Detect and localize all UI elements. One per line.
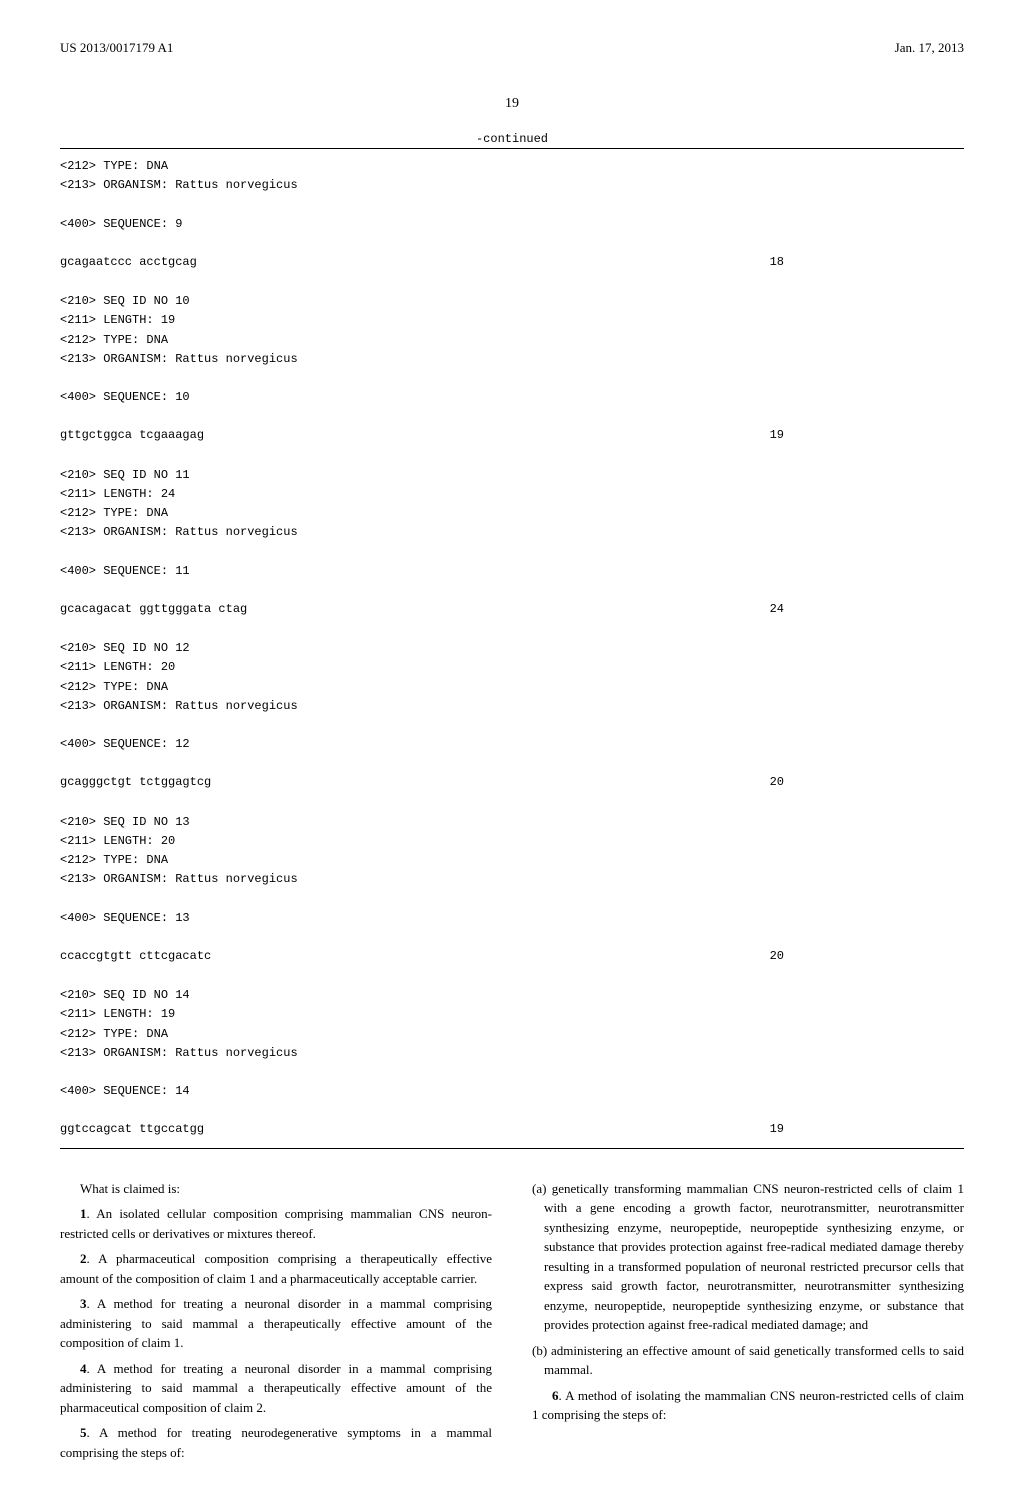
sequence-length: 20 — [770, 773, 784, 792]
sequence-group: <210> SEQ ID NO 10<211> LENGTH: 19<212> … — [60, 292, 964, 446]
page-header: US 2013/0017179 A1 Jan. 17, 2013 — [60, 40, 964, 56]
sequence-meta-line: <212> TYPE: DNA — [60, 1025, 964, 1044]
claim-text: . An isolated cellular composition compr… — [60, 1206, 492, 1241]
sequence-length: 19 — [770, 426, 784, 445]
sequence-meta-line: <211> LENGTH: 24 — [60, 485, 964, 504]
claims-left-column: What is claimed is: 1. An isolated cellu… — [60, 1179, 492, 1469]
sequence-label: <400> SEQUENCE: 14 — [60, 1082, 964, 1101]
sequence-group: <210> SEQ ID NO 12<211> LENGTH: 20<212> … — [60, 639, 964, 793]
sequence-bases: gcacagacat ggttgggata ctag — [60, 600, 247, 619]
sequence-bases: ccaccgtgtt cttcgacatc — [60, 947, 211, 966]
claim: 4. A method for treating a neuronal diso… — [60, 1359, 492, 1418]
sequence-data-row: gcacagacat ggttgggata ctag 24 — [60, 600, 964, 619]
claims-right-column: (a) genetically transforming mammalian C… — [532, 1179, 964, 1469]
page-number: 19 — [60, 96, 964, 112]
sequence-meta-line: <213> ORGANISM: Rattus norvegicus — [60, 870, 964, 889]
sequence-data-row: gttgctggca tcgaaagag 19 — [60, 426, 964, 445]
sequence-length: 24 — [770, 600, 784, 619]
claim-sub-item: (b) administering an effective amount of… — [532, 1341, 964, 1380]
sequence-meta-line: <212> TYPE: DNA — [60, 157, 964, 176]
sequence-meta-line: <210> SEQ ID NO 11 — [60, 466, 964, 485]
sequence-label: <400> SEQUENCE: 9 — [60, 215, 964, 234]
sequence-length: 20 — [770, 947, 784, 966]
sequence-label: <400> SEQUENCE: 12 — [60, 735, 964, 754]
claim-text: . A method of isolating the mammalian CN… — [532, 1388, 964, 1423]
claim-text: . A pharmaceutical composition comprisin… — [60, 1251, 492, 1286]
sequence-meta-line: <213> ORGANISM: Rattus norvegicus — [60, 1044, 964, 1063]
sequence-length: 18 — [770, 253, 784, 272]
sequence-meta-line: <211> LENGTH: 20 — [60, 832, 964, 851]
sequence-listing: <212> TYPE: DNA<213> ORGANISM: Rattus no… — [60, 148, 964, 1149]
sequence-meta-line: <213> ORGANISM: Rattus norvegicus — [60, 523, 964, 542]
publication-date: Jan. 17, 2013 — [895, 40, 964, 56]
continued-label: -continued — [60, 132, 964, 146]
sequence-bases: gttgctggca tcgaaagag — [60, 426, 204, 445]
sequence-group: <210> SEQ ID NO 11<211> LENGTH: 24<212> … — [60, 466, 964, 620]
claims-section: What is claimed is: 1. An isolated cellu… — [60, 1179, 964, 1469]
sequence-meta-line: <212> TYPE: DNA — [60, 504, 964, 523]
sequence-meta-line: <212> TYPE: DNA — [60, 851, 964, 870]
claim: 3. A method for treating a neuronal diso… — [60, 1294, 492, 1353]
sequence-label: <400> SEQUENCE: 11 — [60, 562, 964, 581]
sequence-bases: gcagggctgt tctggagtcg — [60, 773, 211, 792]
publication-number: US 2013/0017179 A1 — [60, 40, 173, 56]
sequence-data-row: gcagaatccc acctgcag 18 — [60, 253, 964, 272]
sequence-meta-line: <211> LENGTH: 20 — [60, 658, 964, 677]
claim: 5. A method for treating neurodegenerati… — [60, 1423, 492, 1462]
claim: 2. A pharmaceutical composition comprisi… — [60, 1249, 492, 1288]
sequence-meta-line: <210> SEQ ID NO 10 — [60, 292, 964, 311]
sequence-label: <400> SEQUENCE: 13 — [60, 909, 964, 928]
claim-text: . A method for treating a neuronal disor… — [60, 1296, 492, 1350]
sequence-group: <210> SEQ ID NO 14<211> LENGTH: 19<212> … — [60, 986, 964, 1140]
sequence-group: <210> SEQ ID NO 13<211> LENGTH: 20<212> … — [60, 813, 964, 967]
claim-sub-item: (a) genetically transforming mammalian C… — [532, 1179, 964, 1335]
sequence-bases: gcagaatccc acctgcag — [60, 253, 197, 272]
claims-intro: What is claimed is: — [60, 1179, 492, 1199]
sequence-bases: ggtccagcat ttgccatgg — [60, 1120, 204, 1139]
sequence-meta-line: <212> TYPE: DNA — [60, 678, 964, 697]
sequence-data-row: gcagggctgt tctggagtcg 20 — [60, 773, 964, 792]
sequence-meta-line: <211> LENGTH: 19 — [60, 311, 964, 330]
claim-text: . A method for treating a neuronal disor… — [60, 1361, 492, 1415]
sequence-meta-line: <213> ORGANISM: Rattus norvegicus — [60, 697, 964, 716]
sequence-meta-line: <211> LENGTH: 19 — [60, 1005, 964, 1024]
sequence-meta-line: <213> ORGANISM: Rattus norvegicus — [60, 350, 964, 369]
claim-text: . A method for treating neurodegenerativ… — [60, 1425, 492, 1460]
claim: 6. A method of isolating the mammalian C… — [532, 1386, 964, 1425]
sequence-data-row: ccaccgtgtt cttcgacatc 20 — [60, 947, 964, 966]
claim: 1. An isolated cellular composition comp… — [60, 1204, 492, 1243]
sequence-meta-line: <210> SEQ ID NO 13 — [60, 813, 964, 832]
sequence-meta-line: <212> TYPE: DNA — [60, 331, 964, 350]
sequence-meta-line: <210> SEQ ID NO 12 — [60, 639, 964, 658]
sequence-label: <400> SEQUENCE: 10 — [60, 388, 964, 407]
sequence-meta-line: <213> ORGANISM: Rattus norvegicus — [60, 176, 964, 195]
sequence-length: 19 — [770, 1120, 784, 1139]
sequence-data-row: ggtccagcat ttgccatgg 19 — [60, 1120, 964, 1139]
sequence-group: <212> TYPE: DNA<213> ORGANISM: Rattus no… — [60, 157, 964, 272]
sequence-meta-line: <210> SEQ ID NO 14 — [60, 986, 964, 1005]
